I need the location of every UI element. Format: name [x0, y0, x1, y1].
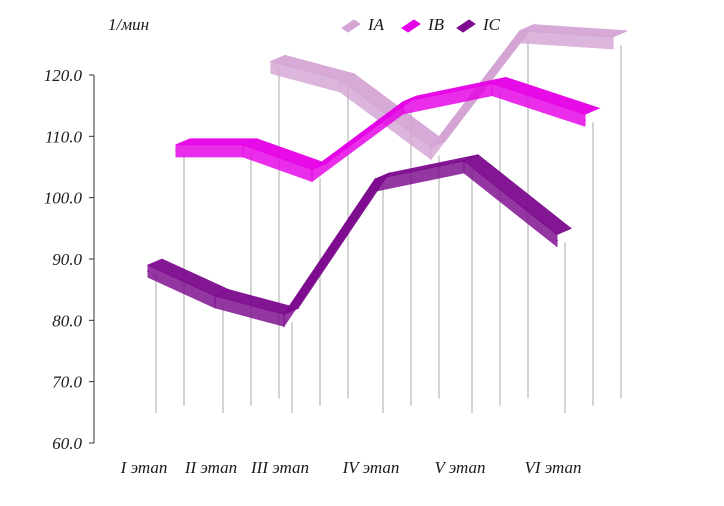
series-ribbon-side — [283, 177, 376, 328]
data-point — [339, 85, 341, 87]
legend-label: IC — [482, 15, 501, 34]
legend-swatch — [401, 19, 421, 33]
data-point — [311, 174, 313, 177]
series-IB — [175, 76, 601, 183]
x-tick-label: II этап — [184, 458, 237, 477]
x-axis-labels: I этап II этап III этап IV этап V этап VI эта… — [120, 458, 582, 477]
data-point — [283, 319, 285, 322]
y-axis-unit-label: 1/мин — [108, 15, 149, 34]
legend-label: IB — [427, 15, 445, 34]
y-tick-label: 100.0 — [44, 189, 83, 208]
y-tick-label: 90.0 — [52, 250, 82, 269]
series-ribbon-side — [374, 160, 465, 192]
series-IC — [146, 154, 572, 328]
x-tick-label: III этап — [250, 458, 309, 477]
y-axis: 60.0 70.0 80.0 90.0 100.0 110.0 120.0 — [44, 66, 95, 453]
data-point — [270, 66, 272, 69]
data-point — [556, 239, 558, 242]
series-ribbon-side — [491, 82, 586, 127]
data-point — [463, 166, 465, 168]
series-ribbon-side — [402, 82, 493, 115]
data-point — [519, 35, 521, 38]
data-point — [612, 42, 614, 44]
x-tick-label: VI этап — [524, 458, 581, 477]
y-tick-label: 60.0 — [52, 434, 82, 453]
legend-swatch — [341, 19, 361, 33]
y-tick-label: 80.0 — [52, 311, 82, 330]
series-ribbons — [146, 23, 628, 328]
data-point — [491, 88, 493, 91]
x-tick-label: IV этап — [342, 458, 400, 477]
series-ribbon-side — [519, 30, 614, 50]
data-point — [242, 150, 244, 152]
data-point — [430, 152, 432, 155]
y-tick-label: 120.0 — [44, 66, 83, 85]
legend: IA IB IC — [341, 15, 501, 34]
data-point — [175, 150, 177, 152]
data-point — [584, 119, 586, 121]
series-ribbon-side — [311, 100, 404, 183]
legend-label: IA — [367, 15, 385, 34]
x-tick-label: V этап — [434, 458, 485, 477]
series-ribbon-top — [463, 154, 572, 236]
data-point — [374, 184, 376, 187]
x-tick-label: I этап — [120, 458, 168, 477]
series-ribbon-side — [463, 159, 558, 248]
data-point — [402, 107, 404, 109]
y-tick-label: 70.0 — [52, 373, 82, 392]
data-point — [147, 270, 149, 272]
y-tick-label: 110.0 — [45, 127, 82, 146]
data-point — [214, 301, 216, 303]
series-ribbon-side — [175, 144, 244, 158]
legend-swatch — [456, 19, 476, 33]
